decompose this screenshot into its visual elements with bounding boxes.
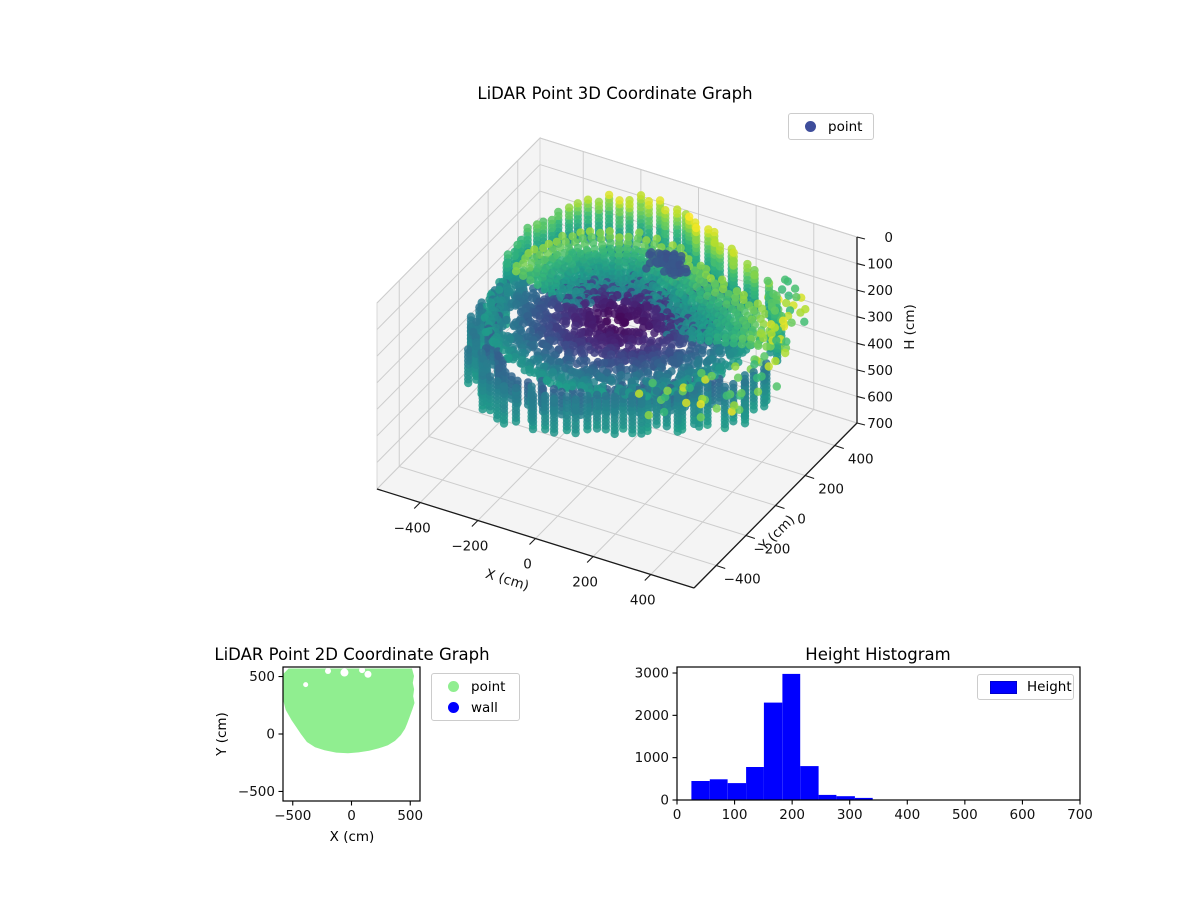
svg-text:100: 100 <box>722 807 748 823</box>
plot2d-ylabel: Y (cm) <box>214 712 230 756</box>
svg-text:700: 700 <box>867 416 893 432</box>
plot2d-xlabel: X (cm) <box>329 829 375 845</box>
svg-text:200: 200 <box>779 807 805 823</box>
svg-text:500: 500 <box>952 807 978 823</box>
svg-text:300: 300 <box>867 310 893 326</box>
plot2d-area <box>282 666 421 802</box>
legend-label-height: Height <box>1027 679 1072 695</box>
plot2d-title: LiDAR Point 2D Coordinate Graph <box>214 645 490 664</box>
legend-row-wall-2d: wall <box>442 697 509 718</box>
plot3d-tick-labels: −400−2000200400−400−20002004000100200300… <box>394 230 893 609</box>
svg-text:300: 300 <box>837 807 863 823</box>
svg-text:200: 200 <box>572 575 598 591</box>
svg-text:100: 100 <box>867 257 893 273</box>
legend-row-point-3d: point <box>799 116 863 137</box>
svg-text:700: 700 <box>1067 807 1093 823</box>
legend-label-point-2d: point <box>471 678 506 695</box>
svg-text:0: 0 <box>660 793 669 809</box>
svg-text:−200: −200 <box>451 539 488 555</box>
svg-text:200: 200 <box>818 482 844 498</box>
plot3d-legend: point <box>788 113 874 140</box>
svg-text:600: 600 <box>1010 807 1036 823</box>
point-marker-icon <box>805 121 816 132</box>
svg-text:1000: 1000 <box>635 750 669 766</box>
wall-marker-icon <box>448 702 459 713</box>
legend-label-point-3d: point <box>828 118 863 135</box>
legend-row-height: Height <box>988 677 1072 697</box>
svg-text:200: 200 <box>867 283 893 299</box>
histogram-ticks: 0 100 200 300 400 500 600 700 0 1000 2000 3000 <box>635 666 1093 823</box>
plot2d-legend: point wall <box>431 673 520 721</box>
svg-text:3000: 3000 <box>635 666 669 682</box>
svg-text:0: 0 <box>797 512 806 528</box>
svg-text:400: 400 <box>630 593 656 609</box>
legend-row-point-2d: point <box>442 676 509 697</box>
legend-label-wall-2d: wall <box>471 699 498 716</box>
svg-text:−400: −400 <box>394 521 431 537</box>
svg-text:0: 0 <box>673 807 682 823</box>
svg-text:400: 400 <box>867 336 893 352</box>
svg-text:400: 400 <box>894 807 920 823</box>
svg-text:H (cm): H (cm) <box>902 304 918 350</box>
svg-text:0: 0 <box>523 557 532 573</box>
svg-text:0: 0 <box>347 808 356 824</box>
svg-text:500: 500 <box>249 669 275 685</box>
svg-text:−200: −200 <box>753 542 790 558</box>
point-marker-icon <box>448 681 459 692</box>
svg-text:400: 400 <box>848 452 874 468</box>
histogram-title: Height Histogram <box>805 645 951 664</box>
svg-text:500: 500 <box>397 808 423 824</box>
plot2d-ticks: −500 0 500 −500 0 500 <box>238 669 423 824</box>
plot3d-title: LiDAR Point 3D Coordinate Graph <box>477 84 753 103</box>
svg-text:0: 0 <box>266 727 275 743</box>
svg-text:600: 600 <box>867 389 893 405</box>
histogram-bars <box>676 666 1081 801</box>
svg-text:−500: −500 <box>274 808 311 824</box>
plot3d-point-cloud <box>464 190 810 439</box>
svg-text:2000: 2000 <box>635 708 669 724</box>
histogram-legend: Height <box>977 674 1074 700</box>
svg-text:−400: −400 <box>724 572 761 588</box>
height-swatch-icon <box>990 680 1017 694</box>
svg-text:0: 0 <box>884 230 893 246</box>
svg-text:−500: −500 <box>238 784 275 800</box>
svg-text:500: 500 <box>867 363 893 379</box>
